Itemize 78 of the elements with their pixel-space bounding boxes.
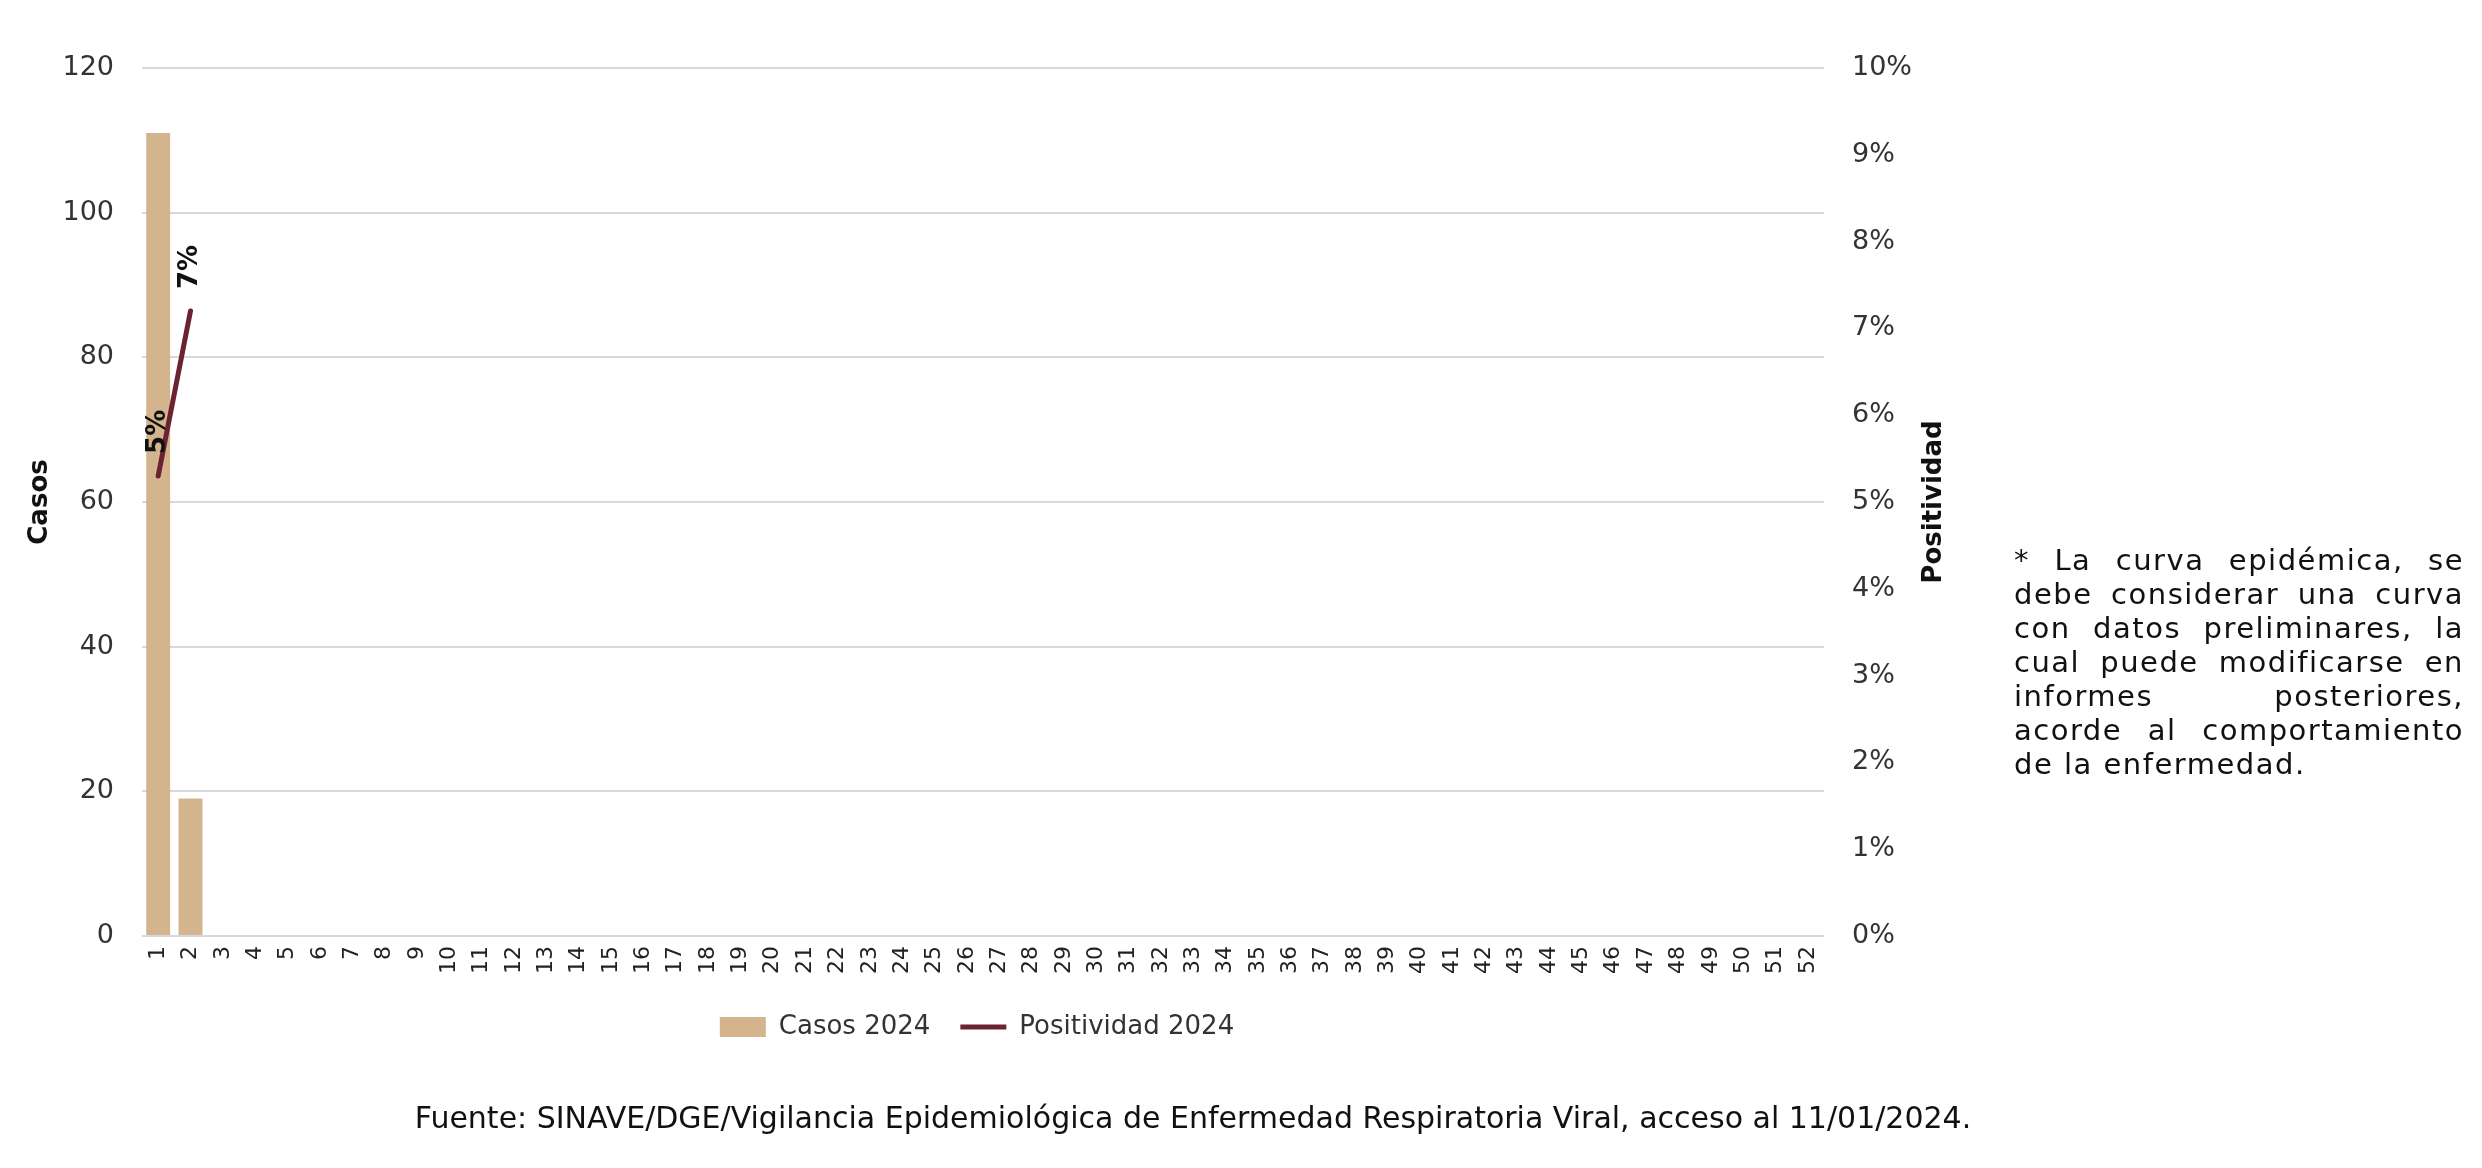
y2-tick-label: 0%: [1852, 918, 1895, 950]
x-tick-label: 9: [402, 946, 428, 961]
y-tick-label: 80: [79, 339, 114, 371]
y2-tick-label: 4%: [1852, 570, 1895, 602]
x-tick-label: 35: [1243, 946, 1269, 975]
y2-tick-label: 9%: [1852, 136, 1895, 168]
x-tick-label: 12: [499, 946, 525, 975]
y-tick-label: 120: [62, 50, 114, 82]
x-tick-label: 30: [1081, 946, 1107, 975]
x-tick-label: 29: [1049, 946, 1075, 975]
x-tick-label: 11: [467, 946, 493, 975]
x-tick-label: 20: [758, 946, 784, 975]
x-tick-label: 1: [143, 946, 169, 961]
x-tick-label: 22: [823, 946, 849, 975]
y-tick-label: 60: [79, 484, 114, 516]
y-tick-label: 40: [79, 628, 114, 660]
y2-tick-label: 8%: [1852, 223, 1895, 255]
x-tick-label: 16: [629, 946, 655, 975]
y2-axis-title: Positividad: [1916, 420, 1947, 584]
y2-tick-label: 6%: [1852, 397, 1895, 429]
x-tick-label: 23: [855, 946, 881, 975]
x-tick-label: 38: [1340, 946, 1366, 975]
x-tick-label: 19: [726, 946, 752, 975]
y-axis-title: Casos: [22, 459, 53, 545]
y2-tick-label: 10%: [1852, 50, 1913, 82]
x-tick-label: 3: [208, 946, 234, 961]
x-tick-label: 24: [887, 946, 913, 975]
x-tick-label: 49: [1696, 946, 1722, 975]
x-tick-label: 33: [1178, 946, 1204, 975]
x-tick-label: 45: [1567, 946, 1593, 975]
x-tick-label: 8: [370, 946, 396, 961]
text: * La curva epidémica, se debe considerar una curva con datos preliminares, la cual puede modificarse en informes posteriores, acorde al comportamiento de la enfermedad.: [2014, 543, 2464, 781]
data-label: 5%: [140, 409, 171, 454]
x-tick-label: 4: [240, 946, 266, 961]
x-tick-label: 44: [1534, 946, 1560, 975]
y2-tick-label: 3%: [1852, 657, 1895, 689]
legend-label: Casos 2024: [778, 1009, 931, 1040]
x-tick-label: 14: [564, 946, 590, 975]
x-tick-label: 7: [337, 946, 363, 961]
x-tick-label: 39: [1373, 946, 1399, 975]
x-tick-label: 31: [1114, 946, 1140, 975]
x-tick-label: 21: [790, 946, 816, 975]
x-tick-label: 50: [1728, 946, 1754, 975]
x-tick-label: 10: [435, 946, 461, 975]
x-tick-label: 18: [693, 946, 719, 975]
x-tick-label: 28: [1017, 946, 1043, 975]
x-tick-label: 48: [1664, 946, 1690, 975]
x-tick-label: 37: [1308, 946, 1334, 975]
y2-tick-label: 5%: [1852, 484, 1895, 516]
x-tick-label: 17: [661, 946, 687, 975]
x-tick-label: 36: [1276, 946, 1302, 975]
x-tick-label: 27: [984, 946, 1010, 975]
source-note: Fuente: SINAVE/DGE/Vigilancia Epidemiológica de Enfermedad Respiratoria Viral, acceso al 11/01/2024.: [413, 1099, 1973, 1137]
x-tick-label: 34: [1211, 946, 1237, 975]
x-tick-label: 40: [1405, 946, 1431, 975]
x-tick-label: 5: [273, 946, 299, 961]
y-tick-label: 0: [96, 918, 114, 950]
y2-tick-label: 1%: [1852, 831, 1895, 863]
x-tick-label: 42: [1470, 946, 1496, 975]
x-tick-label: 41: [1437, 946, 1463, 975]
x-tick-label: 2: [176, 946, 202, 961]
x-tick-label: 15: [596, 946, 622, 975]
y-tick-label: 20: [79, 773, 114, 805]
x-tick-label: 51: [1761, 946, 1787, 975]
x-tick-label: 6: [305, 946, 331, 961]
y-tick-label: 100: [62, 194, 114, 226]
x-tick-label: 43: [1502, 946, 1528, 975]
x-tick-label: 32: [1146, 946, 1172, 975]
x-tick-label: 46: [1599, 946, 1625, 975]
data-label: 7%: [173, 244, 204, 290]
x-tick-label: 47: [1631, 946, 1657, 975]
x-tick-label: 26: [952, 946, 978, 975]
x-tick-label: 52: [1793, 946, 1819, 975]
x-tick-label: 13: [532, 946, 558, 975]
y2-tick-label: 2%: [1852, 744, 1895, 776]
y2-tick-label: 7%: [1852, 310, 1895, 342]
legend-label: Positividad 2024: [1019, 1009, 1235, 1040]
x-tick-label: 25: [920, 946, 946, 975]
